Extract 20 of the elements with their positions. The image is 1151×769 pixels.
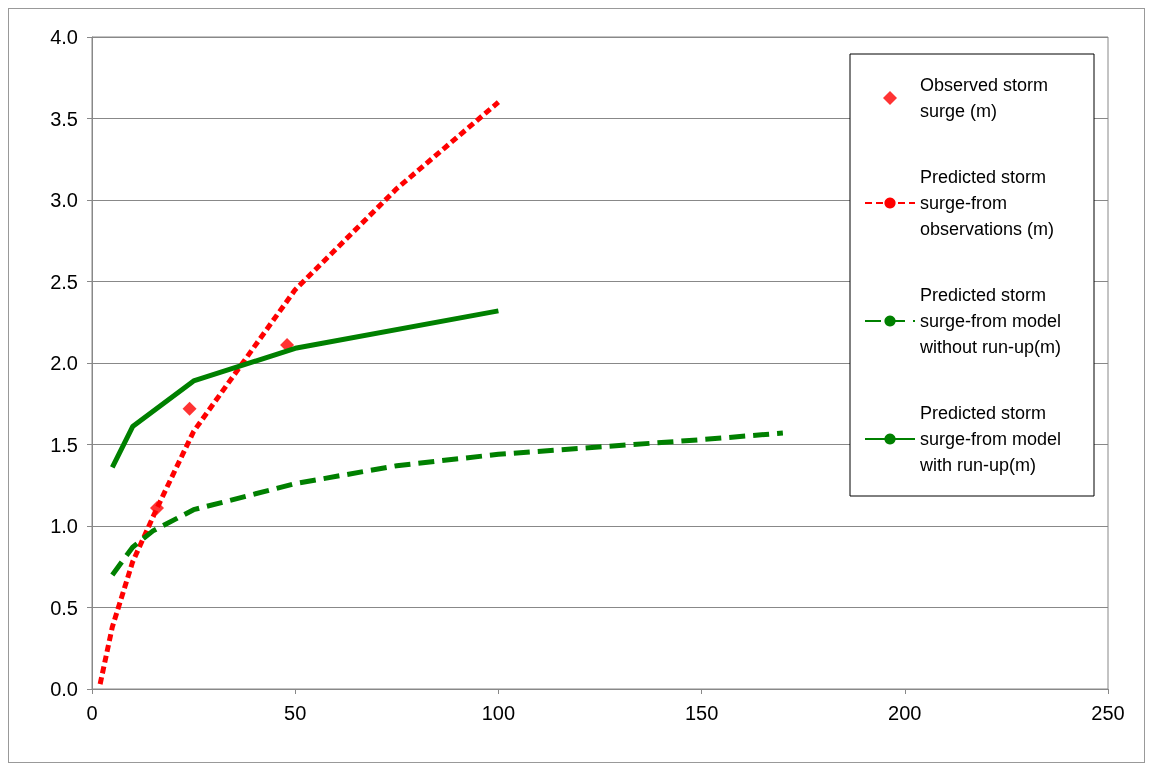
x-tick-label: 250 xyxy=(1091,702,1125,724)
y-tick-label: 3.5 xyxy=(50,107,78,130)
point xyxy=(182,401,197,416)
legend-label: Observed storm surge (m) xyxy=(920,75,1054,121)
legend-label: Predicted storm surge-from model without run-up(m) xyxy=(919,285,1067,357)
y-tick-label: 2.0 xyxy=(50,352,78,374)
x-tick-label: 150 xyxy=(684,702,719,724)
y-tick-label: 1.5 xyxy=(50,433,78,456)
x-tick-label: 0 xyxy=(86,702,98,724)
x-tick-label: 50 xyxy=(284,702,307,724)
y-tick-label: 2.5 xyxy=(50,270,78,293)
x-tick-label: 200 xyxy=(888,702,922,724)
legend-label: Predicted storm surge-from model with run-up(m) xyxy=(919,403,1067,475)
y-tick-label: 1.0 xyxy=(50,515,78,537)
legend-label: Predicted storm surge-from observations (m) xyxy=(920,167,1055,239)
y-tick-label: 4.0 xyxy=(50,26,78,48)
y-tick-label: 0.5 xyxy=(50,596,78,619)
x-tick-label: 100 xyxy=(481,702,516,724)
y-tick-label: 3.0 xyxy=(50,189,78,211)
y-tick-label: 0.0 xyxy=(50,678,78,700)
